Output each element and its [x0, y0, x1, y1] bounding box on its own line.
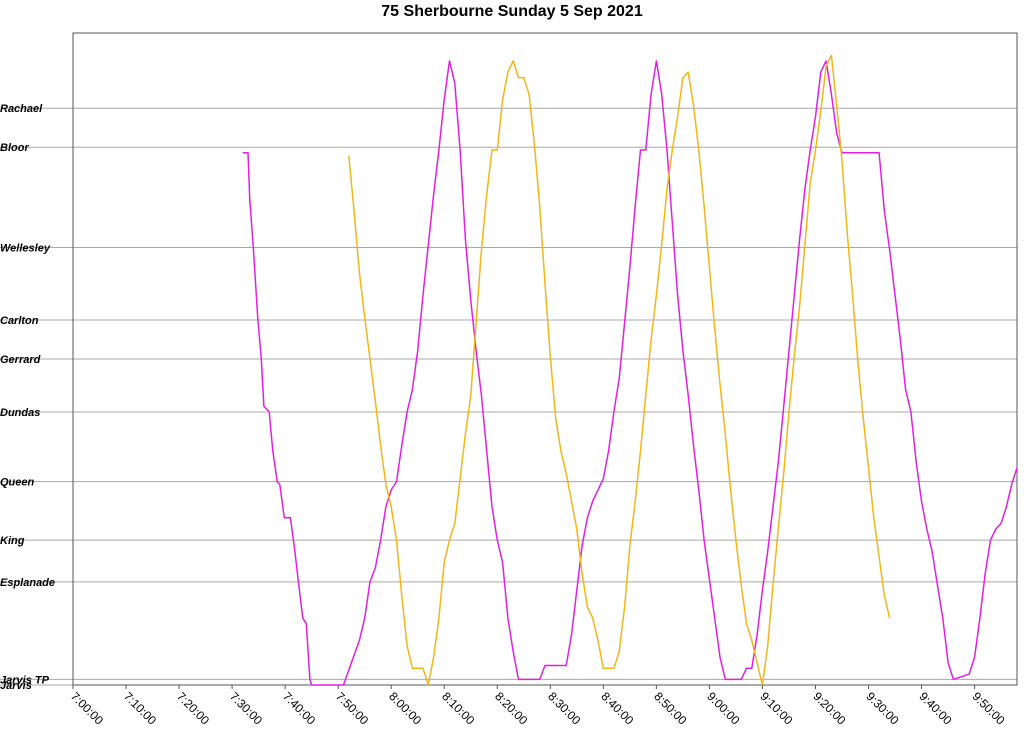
stop-label: Rachael — [0, 103, 43, 115]
x-tick-label: 7:00:00 — [68, 689, 106, 727]
x-tick-label: 9:30:00 — [863, 689, 901, 727]
stop-label: Jarvis — [0, 680, 32, 692]
stop-label: Jarvis TP — [0, 674, 50, 686]
x-tick-label: 8:00:00 — [386, 689, 424, 727]
x-tick-label: 8:30:00 — [545, 689, 583, 727]
x-tick-label: 8:40:00 — [598, 689, 636, 727]
stop-label: Gerrard — [0, 354, 41, 366]
stop-label: Wellesley — [0, 243, 51, 255]
stop-label: Esplanade — [0, 577, 55, 589]
x-tick-labels: 7:00:00 7:10:00 7:20:00 7:30:00 7:40:00 7:50:… — [68, 685, 1008, 728]
x-tick-label: 7:20:00 — [174, 689, 212, 727]
grid-lines — [0, 107, 1017, 686]
stop-label: King — [0, 535, 25, 547]
stop-label: Dundas — [0, 407, 40, 419]
series-layer — [242, 54, 1018, 686]
plot-frame — [72, 32, 1018, 686]
x-tick-label: 9:40:00 — [916, 689, 954, 727]
x-tick-label: 9:20:00 — [810, 689, 848, 727]
x-tick-label: 9:00:00 — [704, 689, 742, 727]
x-tick-label: 9:50:00 — [969, 689, 1007, 727]
x-tick-label: 7:40:00 — [280, 689, 318, 727]
series-line-1 — [242, 60, 1018, 686]
x-tick-label: 8:20:00 — [492, 689, 530, 727]
chart-title: 75 Sherbourne Sunday 5 Sep 2021 — [381, 3, 643, 20]
series-line-2 — [348, 54, 891, 686]
x-tick-label: 7:10:00 — [121, 689, 159, 727]
x-tick-label: 8:10:00 — [439, 689, 477, 727]
plot-border — [72, 32, 1018, 686]
x-tick-label: 9:10:00 — [757, 689, 795, 727]
x-tick-label: 7:50:00 — [333, 689, 371, 727]
x-tick-label: 7:30:00 — [227, 689, 265, 727]
stop-label: Carlton — [0, 315, 39, 327]
x-tick-label: 8:50:00 — [651, 689, 689, 727]
stop-label: Queen — [0, 477, 35, 489]
stop-label: Bloor — [0, 142, 29, 154]
